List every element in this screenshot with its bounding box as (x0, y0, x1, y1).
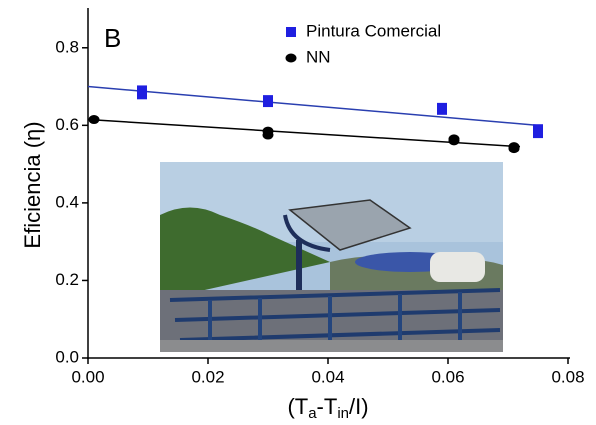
point (88, 115, 100, 125)
x-label-part: a (308, 405, 317, 422)
point (533, 128, 543, 139)
y-tick-label: 0.8 (55, 37, 79, 56)
x-tick-label: 0.04 (311, 367, 344, 386)
y-axis-label: Eficiencia (η) (20, 121, 45, 248)
x-axis-label: (Ta-Tin/I) (287, 394, 368, 422)
point (437, 104, 447, 115)
y-tick-label: 0.0 (55, 347, 79, 366)
inset-photo (160, 162, 503, 352)
fit-line (87, 85, 539, 127)
legend-label: Pintura Comercial (306, 21, 441, 40)
x-tick-label: 0.06 (431, 367, 464, 386)
point (262, 130, 274, 140)
x-label-part: in (337, 405, 349, 422)
y-tick-label: 0.4 (55, 192, 79, 211)
y-tick-label: 0.6 (55, 115, 79, 134)
legend-marker (286, 27, 296, 37)
point (263, 97, 273, 108)
x-label-part: /I) (349, 394, 369, 419)
x-tick-label: 0.00 (71, 367, 104, 386)
x-label-part: (T (287, 394, 308, 419)
x-tick-label: 0.08 (551, 367, 584, 386)
point (508, 144, 520, 154)
x-label-part: -T (317, 394, 338, 419)
fit-line (87, 118, 521, 148)
legend-marker (285, 53, 297, 63)
point (448, 136, 460, 146)
legend-label: NN (306, 47, 331, 66)
x-tick-label: 0.02 (191, 367, 224, 386)
y-tick-label: 0.2 (55, 270, 79, 289)
panel-label: B (104, 23, 121, 53)
point (137, 89, 147, 100)
